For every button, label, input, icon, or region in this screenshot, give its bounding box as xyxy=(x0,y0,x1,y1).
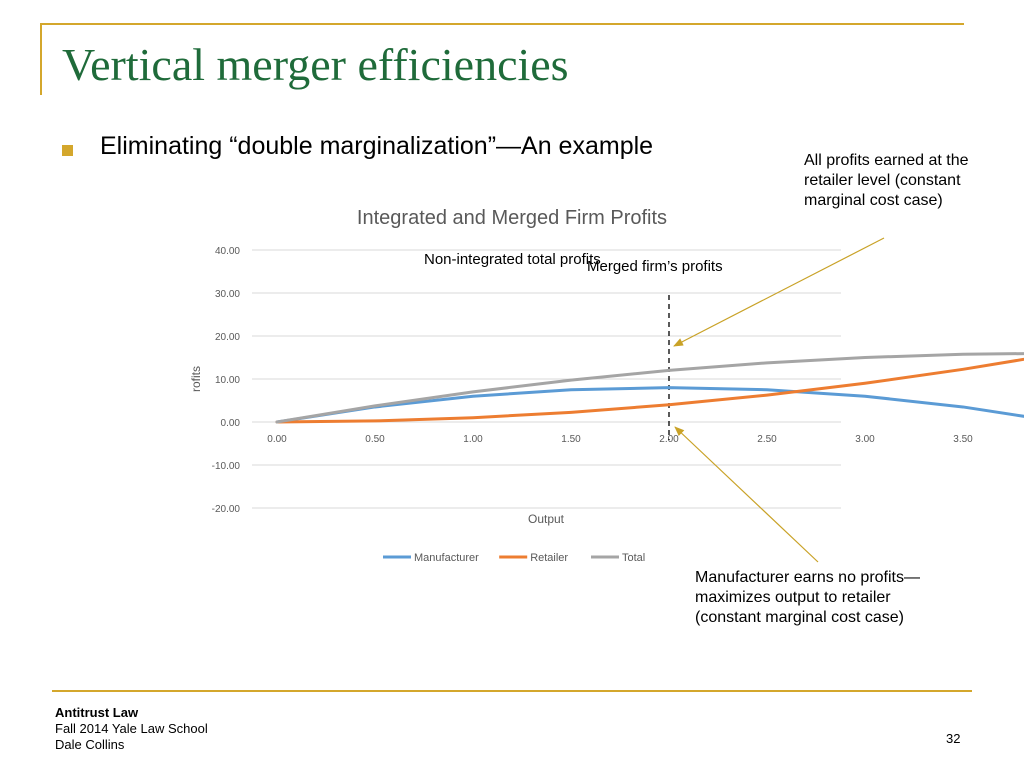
x-tick-label: 3.50 xyxy=(953,434,973,445)
y-tick-label: 40.00 xyxy=(215,246,240,257)
slide-title: Vertical merger efficiencies xyxy=(62,39,569,90)
y-tick-label: 20.00 xyxy=(215,332,240,343)
series-line-manufacturer xyxy=(275,386,1024,424)
y-tick-label: -20.00 xyxy=(212,504,241,515)
x-tick-label: 1.00 xyxy=(463,434,483,445)
x-tick-label: 3.00 xyxy=(855,434,875,445)
series-line-total xyxy=(275,352,1024,424)
x-tick-label: 0.50 xyxy=(365,434,385,445)
merged-callout: Merged firm’s profits xyxy=(587,258,723,275)
y-tick-label: 10.00 xyxy=(215,375,240,386)
nonintegrated-callout: Non-integrated total profits xyxy=(424,251,601,268)
x-axis-label: Output xyxy=(528,512,565,526)
x-tick-label: 2.50 xyxy=(757,434,777,445)
retailer-note-arrow xyxy=(673,237,885,347)
x-tick-label: 0.00 xyxy=(267,434,287,445)
bullet-text: Eliminating “double marginalization”—An … xyxy=(100,132,654,160)
footer-author: Dale Collins xyxy=(55,737,125,752)
bullet-square-icon xyxy=(62,145,73,156)
legend-label-total: Total xyxy=(622,552,645,564)
title-frame-left-rule xyxy=(40,23,42,95)
footer-course: Antitrust Law xyxy=(55,705,139,720)
y-tick-label: 30.00 xyxy=(215,289,240,300)
footer-term: Fall 2014 Yale Law School xyxy=(55,721,208,736)
page-number: 32 xyxy=(946,731,961,746)
chart-title: Integrated and Merged Firm Profits xyxy=(357,207,667,229)
title-frame-top-rule xyxy=(40,23,964,25)
y-axis-label: rofits xyxy=(189,366,203,392)
y-tick-label: -10.00 xyxy=(212,461,241,472)
x-tick-label: 1.50 xyxy=(561,434,581,445)
y-tick-label: 0.00 xyxy=(221,418,241,429)
legend-label-retailer: Retailer xyxy=(530,552,568,564)
legend-label-manufacturer: Manufacturer xyxy=(414,552,479,564)
manufacturer-profits-note: Manufacturer earns no profits—maximizes … xyxy=(695,569,920,626)
footer-rule xyxy=(52,690,972,692)
series-line-retailer xyxy=(275,357,1024,424)
manufacturer-note-arrow xyxy=(674,426,819,563)
retailer-profits-note: All profits earned at the retailer level… xyxy=(804,152,969,209)
